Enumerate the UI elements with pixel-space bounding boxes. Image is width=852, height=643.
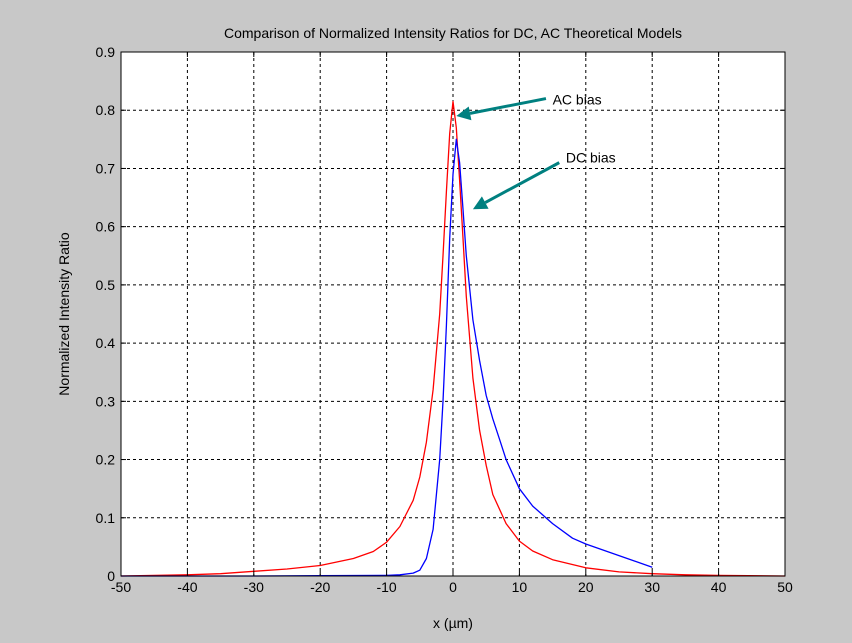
y-tick-label: 0.4 bbox=[96, 335, 116, 351]
annotations-group: AC bias DC bias bbox=[456, 91, 616, 210]
y-tick-label: 0.6 bbox=[96, 219, 116, 235]
annotation-label-ac-bias: AC bias bbox=[553, 91, 602, 107]
series-group bbox=[120, 100, 786, 577]
x-tick-label: 20 bbox=[578, 579, 594, 595]
y-tick-label: 0.5 bbox=[96, 277, 116, 293]
x-tick-label: -40 bbox=[177, 579, 197, 595]
annotation-arrowhead-ac-bias bbox=[456, 106, 472, 121]
x-tick-label: -20 bbox=[310, 579, 330, 595]
x-axis-label: x (µm) bbox=[433, 615, 473, 631]
y-tick-label: 0.3 bbox=[96, 393, 116, 409]
x-tick-label: 10 bbox=[512, 579, 528, 595]
annotation-arrow-dc-bias bbox=[484, 161, 560, 204]
plot-area bbox=[121, 52, 785, 576]
y-axis-label: Normalized Intensity Ratio bbox=[56, 232, 72, 396]
y-tick-label: 0.7 bbox=[96, 160, 116, 176]
x-tick-label: -10 bbox=[376, 579, 396, 595]
annotation-arrow-ac-bias bbox=[469, 97, 547, 115]
y-tick-label: 0.8 bbox=[96, 102, 116, 118]
series-line-dc-bias bbox=[121, 138, 653, 577]
grid bbox=[121, 52, 785, 576]
y-tick-label: 0.2 bbox=[96, 452, 116, 468]
x-tick-label: 50 bbox=[777, 579, 793, 595]
ticks-group: -50 -40 -30 -20 -10 0 10 20 30 40 50 0 0.1 0.2 0.3 0.4 0… bbox=[96, 44, 793, 595]
x-tick-label: 40 bbox=[711, 579, 727, 595]
x-tick-label: -50 bbox=[111, 579, 131, 595]
y-tick-label: 0.9 bbox=[96, 44, 116, 60]
series-line-ac-bias bbox=[120, 100, 786, 577]
x-tick-label: -30 bbox=[244, 579, 264, 595]
y-tick-label: 0 bbox=[107, 568, 115, 584]
x-tick-label: 0 bbox=[449, 579, 457, 595]
x-tick-label: 30 bbox=[644, 579, 660, 595]
annotation-arrowhead-dc-bias bbox=[472, 196, 489, 210]
chart-title: Comparison of Normalized Intensity Ratio… bbox=[224, 25, 682, 41]
y-tick-label: 0.1 bbox=[96, 510, 116, 526]
annotation-label-dc-bias: DC bias bbox=[566, 150, 616, 166]
